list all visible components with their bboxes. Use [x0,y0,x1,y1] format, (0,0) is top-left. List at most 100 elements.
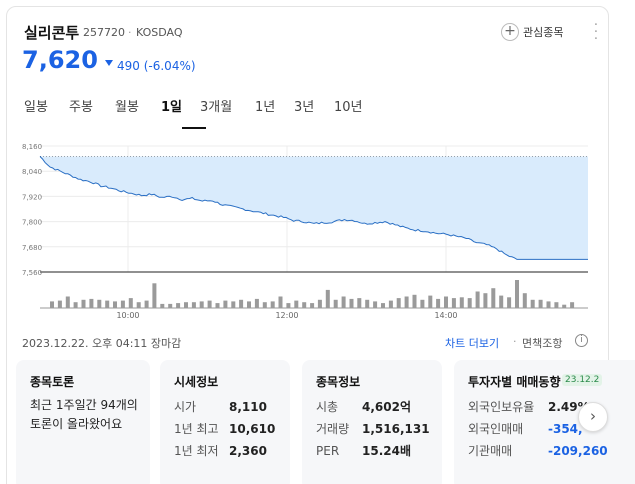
volume-bar [50,301,54,308]
kv-label: 거래량 [316,422,350,436]
volume-bar [294,300,299,308]
volume-bar [302,302,307,308]
volume-bar [349,298,354,308]
volume-bar [317,299,322,308]
volume-bar [128,298,133,308]
volume-bar [325,289,330,308]
next-card-button[interactable]: › [578,402,608,432]
disclaimer-link[interactable]: 면책조항 [522,337,563,350]
volume-bar [554,302,559,308]
kv-row: 거래량 1,516,131 [316,420,430,437]
chart-more-link[interactable]: 차트 더보기 [445,337,500,350]
date-badge: 23.12.2 [562,374,603,386]
kv-row: 1년 최저 2,360 [174,442,267,459]
tab-monthly[interactable]: 월봉 [115,100,139,115]
kv-value: -209,260 [548,444,608,458]
add-favorite-button[interactable]: + 관심종목 [501,22,563,42]
volume-bar [530,299,535,308]
kv-label: PER [316,444,340,458]
kv-value: 10,610 [229,422,276,436]
volume-bar [199,301,204,308]
volume-bar [475,291,480,308]
price-area [40,156,588,260]
volume-bar [65,296,70,308]
volume-bar [412,294,417,308]
volume-bar [420,299,425,308]
kv-row: 1년 최고 10,610 [174,420,275,437]
price-change: 490 (-6.04%) [117,59,196,73]
volume-bar [81,299,86,308]
volume-bar [459,297,464,308]
kv-value: 1,516,131 [362,422,430,436]
volume-bar [176,303,181,308]
y-tick-label: 7,920 [22,193,42,201]
kv-row: PER 15.24배 [316,442,411,459]
x-tick-label: 12:00 [275,311,298,320]
volume-bar [396,298,401,308]
volume-bar [144,300,149,308]
volume-bar [428,295,433,308]
plus-icon: + [501,23,519,41]
kv-label: 외국인보유율 [468,400,535,414]
stock-info-card[interactable]: 종목정보 시총 4,602억 거래량 1,516,131 PER 15.24배 [302,360,442,484]
volume-bar [57,300,62,308]
volume-bar [97,299,102,308]
tab-3year[interactable]: 3년 [294,100,315,115]
more-vertical-icon[interactable]: · · · [593,18,599,47]
volume-bar [381,303,385,308]
volume-bar [105,300,110,308]
volume-bar [451,298,456,308]
y-tick-label: 7,560 [22,269,42,277]
volume-bar [373,301,378,308]
volume-bar [278,296,283,308]
y-tick-label: 7,800 [22,219,42,227]
kv-label: 기관매매 [468,444,513,458]
volume-bar [538,299,543,308]
volume-bar [515,280,519,308]
volume-bar [562,304,567,308]
volume-bar [73,302,78,308]
stock-name[interactable]: 실리콘투 [24,24,80,42]
volume-bar [341,296,346,308]
info-icon[interactable]: i [575,334,588,347]
kv-row: 시총 4,602억 [316,398,411,415]
market-info-card[interactable]: 시세정보 시가 8,110 1년 최고 10,610 1년 최저 2,360 [160,360,290,484]
tab-10year[interactable]: 10년 [334,100,363,115]
volume-bar [546,301,551,308]
kv-row: 기관매매 -209,260 [468,442,608,459]
intraday-chart[interactable]: 8,160 8,040 7,920 7,800 7,680 7,560 10:00 12:0… [20,140,592,320]
volume-bar [184,302,188,308]
kv-label: 시총 [316,400,339,414]
volume-bar [333,299,338,308]
tab-1day[interactable]: 1일 [161,100,183,115]
volume-bar [286,303,291,308]
discussion-summary: 최근 1주일간 94개의 토론이 올라왔어요 [30,398,138,431]
volume-bar [113,301,117,308]
kv-label: 1년 최저 [174,444,219,458]
volume-bar [160,303,165,308]
volume-bar [404,296,409,308]
volume-bar [239,299,244,308]
volume-bar [120,300,125,308]
volume-bar [247,301,251,308]
tab-weekly[interactable]: 주봉 [69,100,93,115]
tab-1year[interactable]: 1년 [255,100,276,115]
volume-bar [262,302,267,308]
card-title: 시세정보 [174,375,219,389]
stock-code: 257720 [83,26,125,39]
kv-value: 15.24배 [362,444,411,458]
volume-bar [223,300,228,308]
x-tick-label: 10:00 [116,311,139,320]
volume-bar [254,298,259,308]
volume-bar [270,301,275,308]
volume-bar [388,300,393,308]
separator-dot: · [128,26,132,39]
investor-trend-card[interactable]: 투자자별 매매동향 23.12.2 외국인보유율 2.49% 외국인매매 -354,… [454,360,635,484]
tab-daily[interactable]: 일봉 [24,100,48,115]
volume-bar [467,298,472,308]
down-triangle-icon [105,60,113,66]
tab-3month[interactable]: 3개월 [200,100,233,115]
discussion-card[interactable]: 종목토론 최근 1주일간 94개의 토론이 올라왔어요 [16,360,150,484]
volume-bar [436,298,441,308]
y-tick-label: 8,160 [22,143,42,151]
